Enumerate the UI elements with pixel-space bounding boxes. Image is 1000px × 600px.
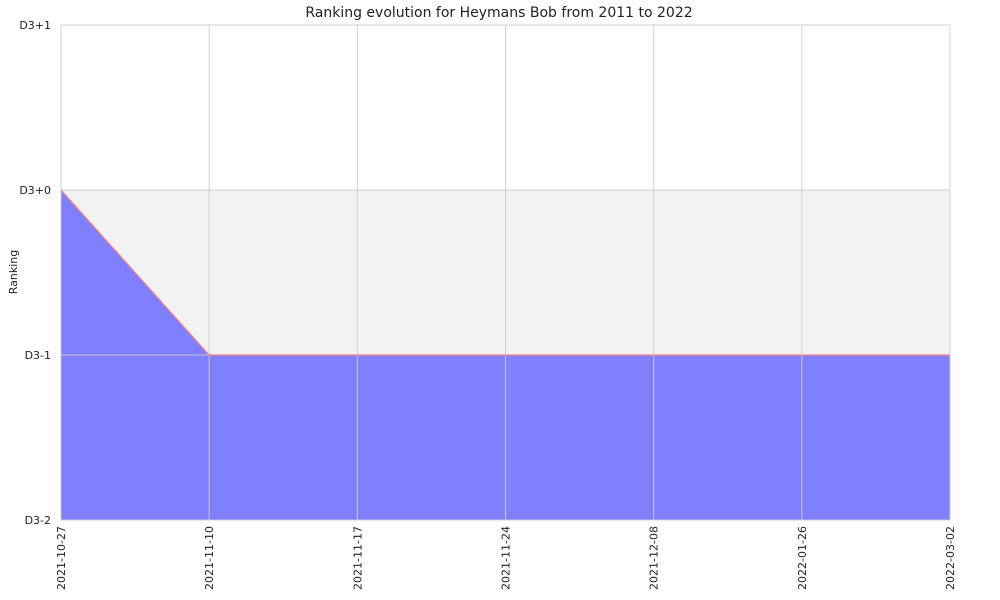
x-tick-label: 2022-03-02 xyxy=(944,526,957,590)
x-tick-label: 2021-11-10 xyxy=(203,526,216,590)
y-tick-label: D3-2 xyxy=(25,514,51,527)
y-tick-label: D3+1 xyxy=(19,19,51,32)
y-tick-label: D3-1 xyxy=(25,349,51,362)
x-tick-label: 2021-12-08 xyxy=(648,526,661,590)
x-tick-label: 2021-10-27 xyxy=(55,526,68,590)
line-layer xyxy=(60,189,950,356)
y-tick-labels: D3-2 D3-1 D3+0 D3+1 xyxy=(19,19,51,527)
x-tick-label: 2022-01-26 xyxy=(796,526,809,590)
x-tick-label: 2021-11-17 xyxy=(351,526,364,590)
chart-title: Ranking evolution for Heymans Bob from 2… xyxy=(305,5,692,21)
x-tick-labels: 2021-10-27 2021-11-10 2021-11-17 2021-11-24… xyxy=(55,526,957,590)
y-tick-label: D3+0 xyxy=(19,184,51,197)
series-line xyxy=(60,189,950,356)
x-tick-label: 2021-11-24 xyxy=(500,526,513,590)
y-axis-label: Ranking xyxy=(7,250,20,295)
